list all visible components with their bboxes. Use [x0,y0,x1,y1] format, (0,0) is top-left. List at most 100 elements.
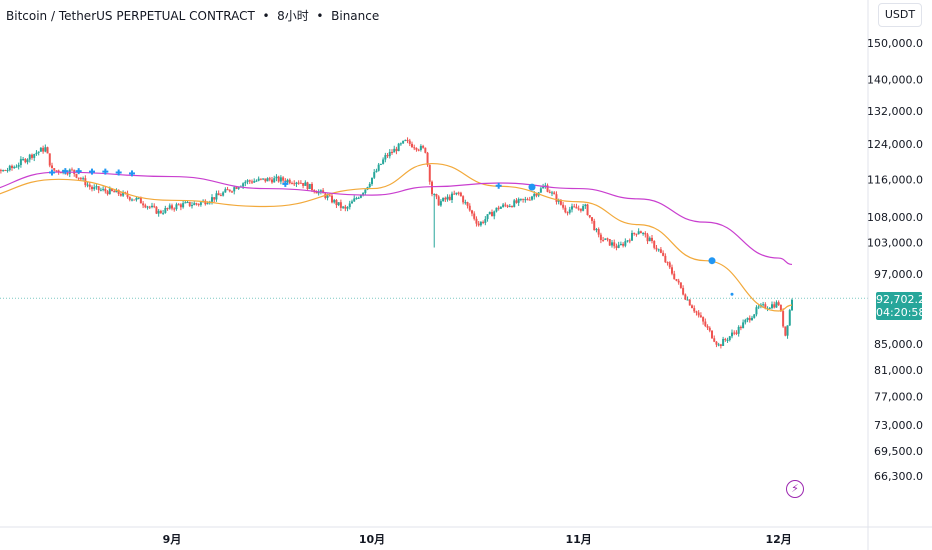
candle-body [71,169,73,171]
candle-body [504,204,507,206]
candle-body [17,165,20,167]
candle-body [328,195,331,197]
candle-body [404,139,407,141]
candle-body [771,304,773,308]
y-tick-label: 69,500.0 [874,445,923,458]
candle-body [515,200,518,203]
candle-body [39,147,42,152]
candle-body [102,188,105,190]
candle-body [133,199,136,201]
candle-body [302,183,305,186]
currency-selector[interactable]: USDT [878,3,922,27]
candle-body [342,206,345,208]
candle-body [148,206,151,208]
signal-markers [49,168,734,296]
candle-body [331,195,333,203]
candle-body [573,206,576,208]
candle-body [666,262,669,264]
candle-body [166,208,169,210]
candle-body [46,147,49,154]
candle-body [224,189,227,193]
candle-body [11,165,13,169]
bar-countdown: 04:20:58 [876,306,926,319]
candle-body [682,287,685,295]
candle-body [233,187,236,192]
candle-body [231,191,233,193]
candle-body [588,215,591,218]
candle-body [555,194,558,202]
candle-body [126,193,129,197]
candle-body [397,143,400,152]
candle-body [395,148,398,152]
candle-body [259,178,262,180]
candle-body [182,203,185,208]
candle-body [377,164,380,171]
candle-body [337,202,340,206]
plus-marker [49,169,55,176]
candle-body [51,165,53,169]
candle-body [77,177,80,179]
candle-body [551,192,553,194]
candle-body [106,191,109,195]
candle-body [348,203,351,208]
candle-body [433,193,436,195]
candle-body [539,188,542,193]
candle-body [248,180,251,182]
candle-body [739,326,742,329]
candle-body [695,311,698,313]
candle-body [388,151,391,157]
candle-body [384,155,387,160]
candle-body [553,192,556,195]
candle-body [399,143,402,145]
candle-body [773,304,776,308]
candle-body [211,197,213,202]
candle-body [488,212,491,215]
candle-body [286,179,289,183]
candle-body [193,203,196,206]
candle-body [191,205,193,207]
candle-body [711,330,713,339]
candle-body [131,199,133,201]
candle-body [15,166,18,168]
plus-marker [282,180,289,187]
candle-body [633,232,636,234]
candle-body [86,184,89,186]
candle-body [333,200,336,203]
lightning-icon[interactable]: ⚡ [786,480,804,498]
candle-body [419,145,422,150]
candle-body [626,240,629,242]
candle-body [271,179,273,183]
candle-body [111,188,113,191]
candle-body [719,344,722,346]
candle-body [628,240,631,242]
candle-body [13,166,16,169]
candle-body [173,208,176,210]
candle-body [713,338,716,342]
candle-body [0,170,2,172]
candle-body [344,206,347,209]
candle-body [244,181,247,184]
candle-body [604,238,607,240]
candle-body [57,170,60,173]
candle-body [295,182,298,185]
candle-body [37,151,40,153]
candle-body [162,212,165,214]
candle-body [455,192,458,195]
candle-body [755,307,758,315]
candle-body [637,231,640,235]
candle-body [235,187,238,189]
y-tick-label: 108,000.0 [867,211,923,224]
candle-body [304,182,307,186]
candle-body [411,143,413,148]
candle-body [746,317,749,320]
candle-body [346,207,349,209]
candle-body [566,212,569,214]
candle-body [417,149,420,151]
candle-body [748,317,751,321]
candle-body [642,232,645,234]
candle-body [351,201,353,204]
candle-body [548,191,551,193]
candle-body [137,197,140,199]
